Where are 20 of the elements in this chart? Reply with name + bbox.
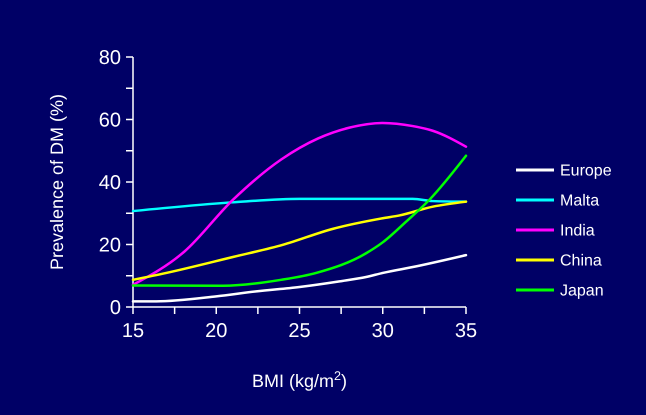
- legend-label: China: [560, 252, 602, 270]
- legend-label: India: [560, 222, 595, 240]
- y-tick-label: 40: [98, 172, 121, 194]
- legend-label: Europe: [560, 162, 612, 180]
- x-tick-label: 35: [454, 320, 478, 342]
- x-tick-label: 25: [288, 320, 311, 342]
- y-tick-label: 60: [98, 110, 121, 132]
- x-tick-label: 15: [122, 320, 144, 342]
- x-tick-label: 30: [372, 320, 394, 342]
- line-series: [132, 200, 468, 282]
- legend-label: Japan: [560, 282, 604, 300]
- legend-label: Malta: [560, 192, 600, 210]
- x-axis-title: BMI (kg/m$^{2}$): [252, 369, 348, 391]
- line-series: [132, 154, 468, 287]
- line-series: [132, 122, 468, 286]
- y-tick-label: 80: [98, 47, 121, 69]
- y-tick-label: 20: [98, 234, 121, 256]
- y-tick-label: 0: [110, 297, 121, 319]
- y-axis-title: Prevalence of DM (%): [47, 94, 67, 270]
- x-tick-label: 20: [205, 320, 228, 342]
